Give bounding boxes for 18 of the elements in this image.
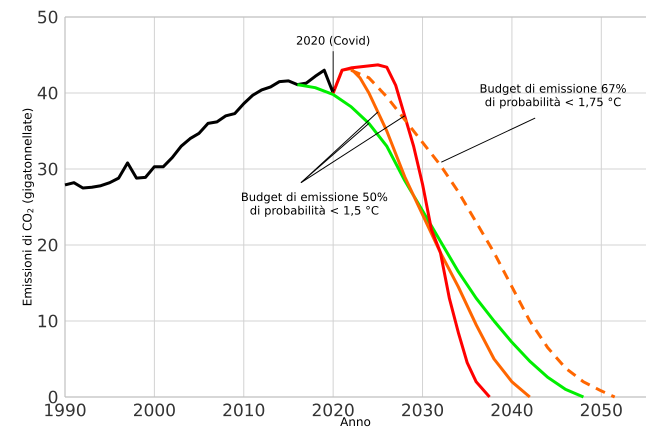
y-tick-label: 50 — [38, 10, 58, 24]
annotation: 2020 (Covid) — [296, 36, 370, 46]
annotation: Budget di emissione 67% di probabilità < 1,75 °C — [480, 84, 626, 108]
annotation: Budget di emissione 50% di probabilità < 1,5 °C — [242, 192, 388, 217]
y-tick-label: 20 — [38, 238, 58, 252]
x-tick-label: 2040 — [492, 404, 532, 416]
y-tick-label: 0 — [48, 390, 58, 404]
x-tick-label: 1990 — [45, 404, 86, 416]
x-tick-label: 2000 — [134, 404, 175, 416]
x-tick-label: 2050 — [580, 404, 622, 416]
y-tick-label: 40 — [38, 86, 58, 100]
x-tick-label: 2020 — [312, 404, 354, 416]
y-tick-label: 30 — [38, 162, 58, 176]
y-tick-label: 10 — [38, 314, 58, 328]
y-axis-title: Emissioni di CO$_{2}$ (gigatonnellate) — [22, 108, 34, 306]
x-tick-label: 2030 — [402, 404, 444, 416]
x-tick-label: 2010 — [223, 404, 264, 416]
x-axis-title: Anno — [340, 417, 370, 426]
